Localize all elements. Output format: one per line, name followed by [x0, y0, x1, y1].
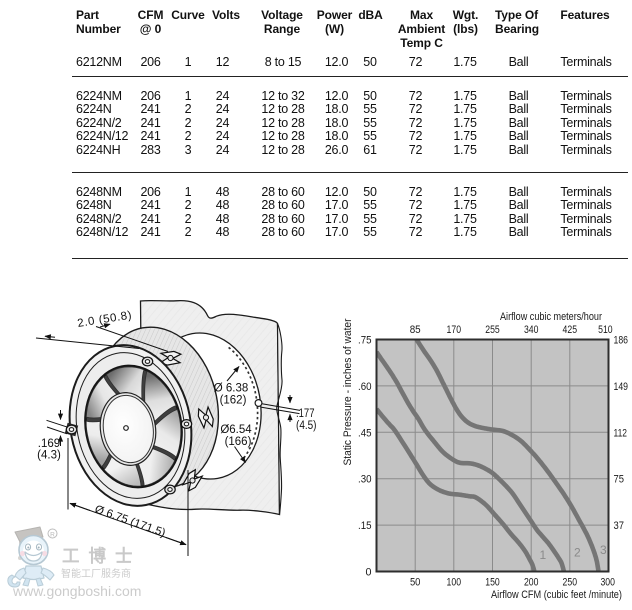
svg-text:112: 112: [614, 427, 628, 439]
svg-text:.15: .15: [358, 520, 372, 532]
svg-text:Airflow CFM (cubic feet /minu: Airflow CFM (cubic feet /minute): [491, 589, 622, 601]
svg-text:0: 0: [366, 567, 372, 579]
svg-text:工博士: 工博士: [62, 546, 142, 566]
svg-text:37: 37: [614, 520, 625, 532]
svg-text:.60: .60: [358, 381, 372, 393]
svg-text:2: 2: [574, 546, 581, 560]
svg-text:3: 3: [600, 543, 607, 557]
svg-text:.30: .30: [358, 474, 372, 486]
svg-text:.45: .45: [358, 427, 372, 439]
svg-text:(4.5): (4.5): [296, 420, 317, 432]
svg-text:100: 100: [447, 577, 462, 589]
svg-text:250: 250: [563, 577, 578, 589]
svg-text:170: 170: [447, 324, 462, 336]
svg-text:75: 75: [614, 474, 625, 486]
svg-text:425: 425: [563, 324, 578, 336]
svg-text:Ø 6.38: Ø 6.38: [214, 383, 249, 395]
svg-text:www.gongboshi.com: www.gongboshi.com: [12, 583, 141, 599]
svg-text:.169: .169: [38, 438, 60, 450]
svg-text:(4.3): (4.3): [37, 450, 61, 462]
svg-text:200: 200: [524, 577, 539, 589]
svg-text:50: 50: [410, 577, 421, 589]
svg-text:85: 85: [410, 324, 421, 336]
svg-text:186: 186: [614, 335, 629, 347]
svg-text:(166): (166): [225, 436, 252, 448]
svg-text:149: 149: [614, 381, 629, 393]
svg-text:.177: .177: [296, 408, 315, 420]
svg-text:150: 150: [485, 577, 500, 589]
svg-text:智能工厂服务商: 智能工厂服务商: [61, 567, 131, 580]
svg-text:Ø6.54: Ø6.54: [220, 424, 252, 436]
svg-text:510: 510: [598, 324, 613, 336]
svg-text:R: R: [50, 532, 55, 539]
svg-text:(162): (162): [220, 395, 247, 407]
svg-text:255: 255: [485, 324, 500, 336]
svg-text:1: 1: [540, 548, 547, 562]
svg-text:Airflow cubic meters/hour: Airflow cubic meters/hour: [500, 311, 602, 323]
svg-text:.75: .75: [358, 335, 372, 347]
svg-text:Static Pressure - inches of wa: Static Pressure - inches of water: [342, 318, 354, 465]
svg-text:300: 300: [600, 577, 615, 589]
svg-text:340: 340: [524, 324, 539, 336]
